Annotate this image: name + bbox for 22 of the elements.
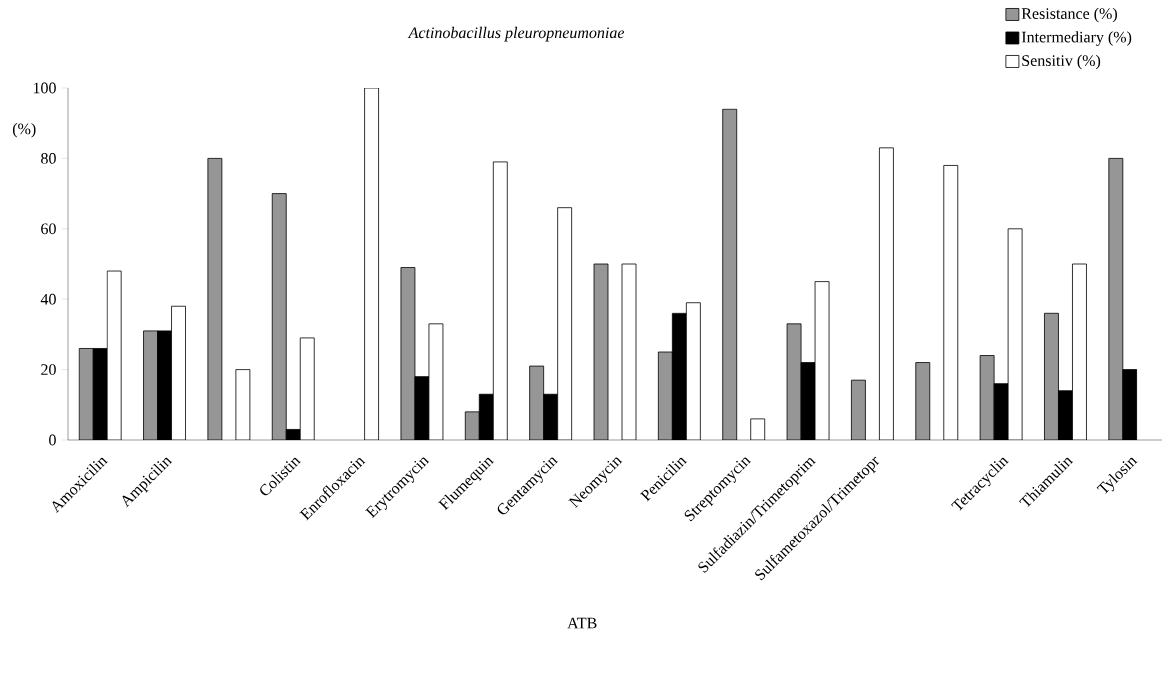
chart-title: Actinobacillus pleuropneumoniae (407, 26, 625, 42)
y-tick-label: 80 (41, 153, 56, 164)
y-axis-title: (%) (12, 122, 36, 138)
bar (529, 365, 545, 440)
legend-label: Resistance (%) (1021, 7, 1117, 23)
y-tick-label: 0 (49, 434, 56, 446)
y-tick-label: 100 (33, 82, 56, 94)
legend-label: Intermediary (%) (1021, 31, 1132, 46)
bar (1108, 158, 1124, 440)
bar (143, 330, 158, 440)
bar (657, 351, 673, 440)
x-axis-title: ATB (567, 617, 597, 629)
y-tick-label: 20 (41, 364, 56, 375)
y-tick-label: 40 (40, 293, 56, 305)
bar (722, 108, 738, 440)
legend-label: Sensitiv (%) (1022, 54, 1101, 70)
bar (271, 193, 287, 440)
bar (851, 379, 866, 440)
y-tick-label: 60 (41, 223, 56, 235)
bar (78, 348, 94, 440)
bar (915, 362, 931, 440)
bar (1044, 312, 1059, 440)
